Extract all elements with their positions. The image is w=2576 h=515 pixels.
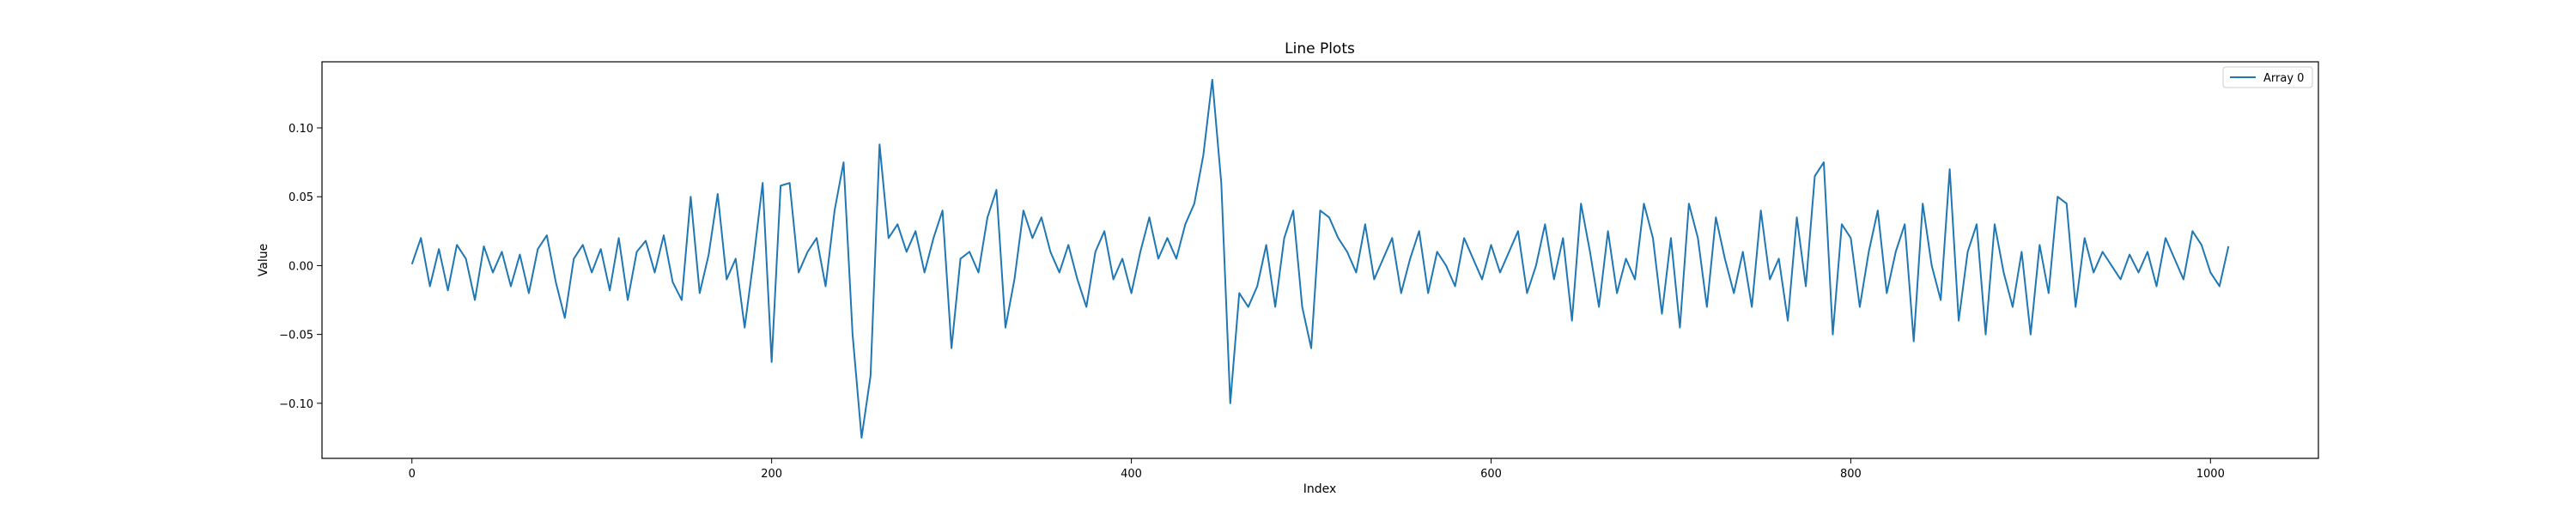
series-line-array-0 (410, 78, 2230, 439)
plot-area (321, 61, 2319, 459)
x-axis-title: Index (1303, 482, 1337, 496)
y-tick-label: −0.05 (279, 330, 313, 342)
y-tick-label: 0.05 (289, 191, 313, 204)
legend-box (2222, 66, 2313, 88)
y-tick-label: 0.10 (289, 123, 313, 136)
x-tick-label: 400 (1121, 468, 1142, 481)
x-tick-label: 800 (1840, 468, 1862, 481)
y-tick-label: −0.10 (279, 398, 313, 411)
x-tick-label: 0 (409, 468, 416, 481)
chart-title: Line Plots (1285, 40, 1355, 58)
y-tick-label: 0.00 (289, 260, 313, 273)
legend: Array 0 (2222, 66, 2313, 88)
x-tick-label: 200 (761, 468, 782, 481)
x-tick-label: 600 (1480, 468, 1502, 481)
legend-label-array-0: Array 0 (2263, 72, 2304, 85)
x-axis: 0 200 400 600 800 1000 (409, 458, 2225, 481)
x-tick-label: 1000 (2196, 468, 2225, 481)
axes-frame (321, 61, 2319, 459)
y-axis-title: Value (257, 244, 270, 276)
y-axis: −0.10 −0.05 0.00 0.05 0.10 (279, 123, 322, 411)
